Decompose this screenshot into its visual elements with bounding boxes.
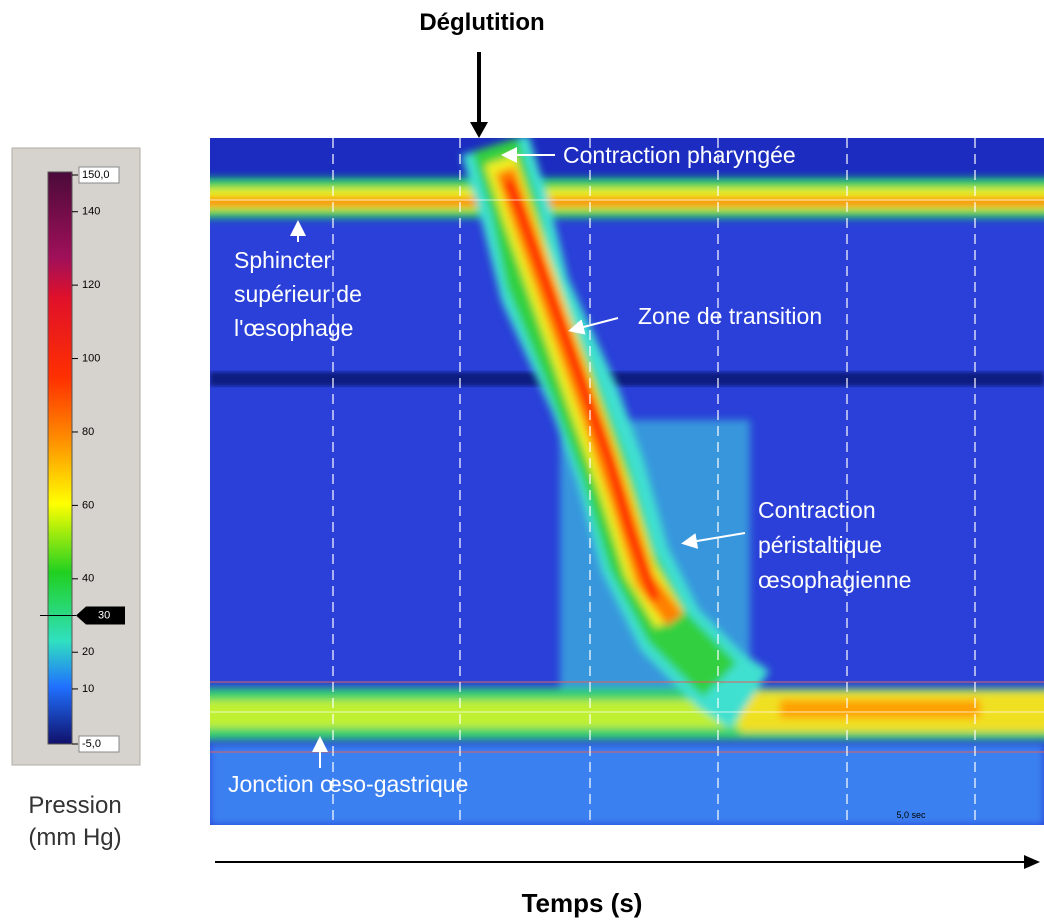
- annotation: Sphincter: [234, 247, 332, 273]
- colorbar-tick-label: 80: [82, 426, 94, 438]
- annotation: Jonction œso-gastrique: [228, 771, 468, 797]
- annotation: Contraction pharyngée: [563, 142, 796, 168]
- colorbar-tick-label: 20: [82, 646, 94, 658]
- tick-box: [78, 735, 120, 753]
- colorbar-tick-label: 10: [82, 683, 94, 695]
- swallow-arrowhead: [470, 122, 488, 138]
- colorbar-tick-label: 40: [82, 573, 94, 585]
- colorbar-tick-label: 140: [82, 206, 100, 218]
- threshold-marker: [76, 606, 125, 625]
- colorbar-label: (mm Hg): [28, 824, 121, 851]
- scale-bar-label: 5,0 sec: [896, 810, 926, 820]
- colorbar: [47, 171, 73, 745]
- annotation: Contraction: [758, 497, 876, 523]
- annotation: péristaltique: [758, 532, 882, 558]
- annotation: Zone de transition: [638, 303, 822, 329]
- title: Déglutition: [419, 9, 544, 36]
- colorbar-panel: [11, 147, 141, 766]
- x-axis-label: Temps (s): [522, 888, 643, 918]
- time-arrowhead: [1024, 855, 1040, 869]
- colorbar-tick-label: 120: [82, 279, 100, 291]
- annotation-arrow: [568, 317, 619, 335]
- tick-box: [78, 166, 120, 184]
- threshold-label: 30: [98, 609, 110, 621]
- annotation: l'œsophage: [234, 315, 353, 341]
- colorbar-tick-label: 60: [82, 499, 94, 511]
- annotation: supérieur de: [234, 281, 362, 307]
- colorbar-label: Pression: [28, 792, 121, 819]
- colorbar-tick-label: 150,0: [82, 169, 110, 181]
- colorbar-tick-label: -5,0: [82, 738, 101, 750]
- colorbar-tick-label: 100: [82, 352, 100, 364]
- annotation: œsophagienne: [758, 567, 911, 593]
- annotation-arrow: [681, 532, 746, 549]
- heatmap: [210, 138, 1044, 825]
